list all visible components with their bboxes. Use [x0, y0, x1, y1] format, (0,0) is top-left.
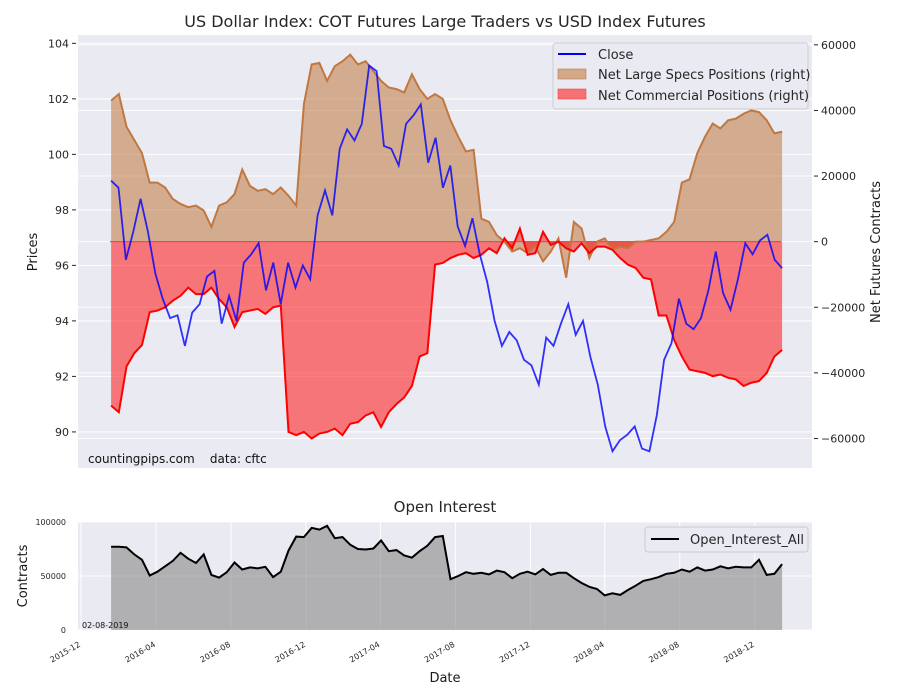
left-tick-label: 92	[55, 370, 69, 383]
close-price-line	[110, 63, 783, 454]
left-axis-ticks: 90 92 94 96 98 100 102 104	[48, 37, 76, 439]
open-interest-line	[111, 524, 783, 597]
left-tick-label: 102	[48, 93, 69, 106]
oi-y-axis-label: Contracts	[16, 544, 31, 607]
legend-label-commercial: Net Commercial Positions (right)	[598, 89, 809, 104]
right-axis-ticks: −60000 −40000 −20000 0 20000 40000 60000	[814, 39, 865, 445]
oi-y-ticks: 0 50000 100000	[35, 518, 66, 635]
oi-x-tick-label: 2018-08	[647, 640, 680, 665]
right-tick-label: 40000	[821, 104, 856, 117]
large-specs-area	[111, 54, 783, 278]
oi-x-tick-label: 2017-08	[423, 640, 456, 665]
left-tick-label: 96	[55, 259, 69, 272]
commercial-line	[110, 225, 783, 440]
oi-y-tick-label: 50000	[41, 572, 66, 581]
legend-swatch-commercial	[557, 88, 587, 100]
right-tick-label: −40000	[821, 367, 865, 380]
main-legend: Close Net Large Specs Positions (right) …	[552, 42, 810, 110]
main-lines	[110, 53, 783, 454]
oi-x-tick-label: 2017-12	[498, 640, 531, 665]
oi-x-tick-label: 2015-12	[49, 640, 82, 665]
date-annotation: 02-08-2019	[82, 621, 129, 630]
oi-x-tick-label: 2018-04	[572, 640, 605, 665]
left-tick-label: 94	[55, 315, 69, 328]
open-interest-area	[111, 525, 783, 630]
oi-x-tick-label: 2016-08	[199, 640, 232, 665]
right-tick-label: −20000	[821, 301, 865, 314]
oi-series	[111, 524, 783, 630]
legend-label-large-specs: Net Large Specs Positions (right)	[598, 68, 810, 83]
main-areas	[110, 54, 783, 439]
oi-x-axis-label: Date	[429, 671, 460, 686]
oi-x-tick-label: 2016-04	[124, 640, 157, 665]
main-chart-title: US Dollar Index: COT Futures Large Trade…	[184, 12, 705, 31]
right-tick-label: 0	[821, 236, 828, 249]
legend-label-open-interest: Open_Interest_All	[690, 533, 804, 548]
oi-legend: Open_Interest_All	[644, 526, 809, 553]
left-tick-label: 100	[48, 148, 69, 161]
right-tick-label: 60000	[821, 39, 856, 52]
right-tick-label: −60000	[821, 432, 865, 445]
right-axis-label: Net Futures Contracts	[869, 181, 884, 323]
main-legend-box	[552, 42, 809, 110]
large-specs-line	[110, 53, 783, 278]
legend-label-close: Close	[598, 48, 633, 63]
left-tick-label: 104	[48, 37, 69, 50]
oi-x-tick-label: 2018-12	[722, 640, 755, 665]
oi-x-tick-label: 2016-12	[274, 640, 307, 665]
oi-y-tick-label: 0	[61, 626, 66, 635]
oi-x-ticks: 2015-12 2016-04 2016-08 2016-12 2017-04 2017-…	[49, 640, 756, 665]
right-tick-label: 20000	[821, 170, 856, 183]
left-tick-label: 98	[55, 204, 69, 217]
commercial-area	[111, 228, 783, 439]
oi-legend-box	[644, 526, 809, 553]
oi-x-tick-label: 2017-04	[348, 640, 381, 665]
oi-chart-title: Open Interest	[394, 498, 497, 516]
source-annotation: countingpips.com data: cftc	[88, 452, 267, 466]
legend-swatch-large-specs	[557, 68, 587, 80]
left-axis-label: Prices	[26, 233, 41, 272]
oi-y-tick-label: 100000	[35, 518, 66, 527]
left-tick-label: 90	[55, 426, 69, 439]
